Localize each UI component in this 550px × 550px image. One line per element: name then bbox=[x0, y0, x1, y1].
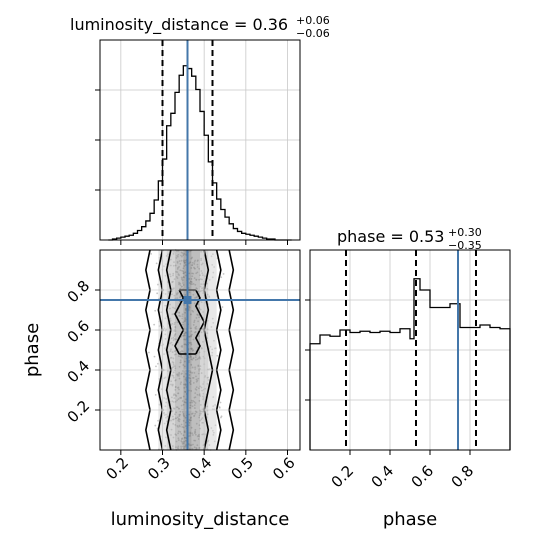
contour-mid-right bbox=[203, 249, 214, 451]
scatter-point bbox=[154, 309, 157, 312]
scatter-truth-marker bbox=[183, 296, 192, 304]
contour-outer-left bbox=[157, 249, 164, 451]
density-column bbox=[175, 250, 184, 450]
contour-outermost-left bbox=[145, 249, 151, 451]
x-axis-label-luminosity-distance: luminosity_distance bbox=[111, 509, 290, 530]
density-column bbox=[191, 250, 200, 450]
scatter-point bbox=[154, 424, 157, 427]
scatter-point bbox=[219, 401, 222, 404]
contour-outermost-right bbox=[228, 249, 235, 451]
scatter-point bbox=[221, 306, 224, 308]
scatter-tick-label-y: 0.8 bbox=[64, 277, 94, 307]
scatter-tick-label-y: 0.2 bbox=[64, 397, 94, 427]
scatter-point bbox=[220, 276, 223, 279]
scatter-point bbox=[150, 252, 153, 255]
scatter-point bbox=[220, 416, 222, 419]
luminosity-distance-histogram-step bbox=[108, 65, 292, 241]
scatter-point bbox=[155, 365, 157, 368]
scatter-tick-label-x: 0.3 bbox=[144, 454, 174, 484]
phase-tick-label-x: 0.6 bbox=[408, 462, 438, 492]
scatter-point bbox=[153, 323, 156, 326]
scatter-point bbox=[156, 292, 159, 295]
luminosity-distance-title-minus: −0.06 bbox=[296, 27, 330, 40]
luminosity-distance-phase-scatter-panel: 0.2 0.4 0.6 0.8 0.2 0.3 0.4 0.5 0.6 bbox=[64, 249, 301, 484]
scatter-point bbox=[218, 406, 221, 409]
luminosity-distance-title-plus: +0.06 bbox=[296, 14, 330, 27]
phase-frame bbox=[309, 249, 511, 451]
scatter-point bbox=[216, 354, 219, 357]
luminosity-distance-histogram-panel bbox=[95, 39, 301, 245]
phase-title: phase = 0.53 bbox=[337, 227, 444, 246]
density-column bbox=[208, 250, 217, 450]
density-column bbox=[166, 250, 175, 450]
contour-outer-right bbox=[215, 249, 222, 451]
luminosity-distance-title: luminosity_distance = 0.36 bbox=[70, 15, 288, 35]
scatter-point bbox=[222, 273, 225, 275]
phase-tick-label-x: 0.2 bbox=[328, 462, 358, 492]
phase-histogram-step bbox=[309, 278, 511, 450]
scatter-point bbox=[153, 355, 156, 358]
scatter-point bbox=[148, 351, 150, 354]
contour-mid-left bbox=[165, 249, 172, 451]
luminosity-distance-frame bbox=[99, 39, 301, 241]
scatter-tick-label-x: 0.6 bbox=[269, 454, 299, 484]
phase-title-plus: +0.30 bbox=[448, 226, 482, 239]
scatter-tick-label-x: 0.5 bbox=[227, 454, 257, 484]
scatter-tick-label-x: 0.4 bbox=[186, 454, 216, 484]
phase-tick-label-x: 0.4 bbox=[368, 462, 398, 492]
scatter-tick-label-y: 0.4 bbox=[64, 357, 94, 387]
x-axis-label-phase: phase bbox=[383, 509, 437, 530]
phase-tick-label-x: 0.8 bbox=[448, 462, 478, 492]
phase-title-minus: −0.35 bbox=[448, 239, 482, 252]
phase-histogram-panel: 0.2 0.4 0.6 0.8 bbox=[305, 249, 511, 492]
scatter-point bbox=[155, 262, 158, 265]
scatter-point bbox=[154, 393, 157, 396]
scatter-tick-label-y: 0.6 bbox=[64, 317, 94, 347]
y-axis-label-phase: phase bbox=[22, 323, 43, 377]
scatter-frame bbox=[99, 249, 301, 451]
scatter-tick-label-x: 0.2 bbox=[102, 454, 132, 484]
